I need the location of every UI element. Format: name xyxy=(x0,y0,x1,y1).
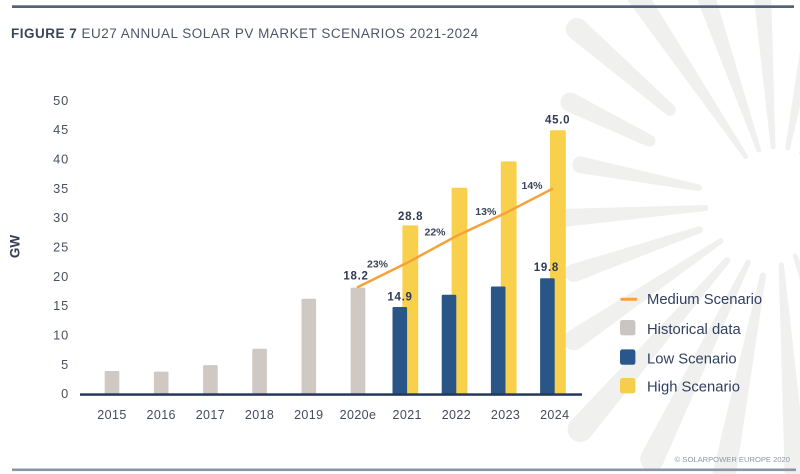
svg-text:45: 45 xyxy=(53,122,69,137)
svg-text:15: 15 xyxy=(53,298,69,313)
svg-text:2017: 2017 xyxy=(196,408,225,422)
svg-text:GW: GW xyxy=(8,235,23,259)
svg-text:FIGURE 7 EU27 ANNUAL SOLAR PV: FIGURE 7 EU27 ANNUAL SOLAR PV MARKET SCE… xyxy=(11,26,479,41)
svg-text:20: 20 xyxy=(53,269,69,284)
svg-text:35: 35 xyxy=(53,181,69,196)
svg-text:19.8: 19.8 xyxy=(534,262,559,274)
svg-text:Historical data: Historical data xyxy=(647,322,742,338)
svg-text:2015: 2015 xyxy=(97,408,126,422)
svg-text:Low Scenario: Low Scenario xyxy=(647,351,737,367)
svg-text:© SOLARPOWER EUROPE 2020: © SOLARPOWER EUROPE 2020 xyxy=(675,455,790,464)
svg-text:2020e: 2020e xyxy=(340,408,377,422)
svg-text:2016: 2016 xyxy=(146,408,175,422)
svg-text:2018: 2018 xyxy=(245,408,274,422)
svg-text:2023: 2023 xyxy=(491,408,520,422)
svg-text:25: 25 xyxy=(53,240,69,255)
svg-text:5: 5 xyxy=(61,357,69,372)
svg-text:18.2: 18.2 xyxy=(343,271,368,283)
svg-text:40: 40 xyxy=(53,152,69,167)
svg-text:28.8: 28.8 xyxy=(398,211,423,223)
svg-text:2019: 2019 xyxy=(294,408,323,422)
svg-text:45.0: 45.0 xyxy=(545,114,570,126)
svg-text:14%: 14% xyxy=(521,180,543,192)
svg-text:23%: 23% xyxy=(367,258,389,270)
svg-text:22%: 22% xyxy=(424,226,446,238)
svg-text:30: 30 xyxy=(53,210,69,225)
svg-text:2021: 2021 xyxy=(392,408,421,422)
svg-text:2024: 2024 xyxy=(540,408,569,422)
svg-text:10: 10 xyxy=(53,328,69,343)
svg-text:50: 50 xyxy=(53,93,69,108)
svg-text:High Scenario: High Scenario xyxy=(647,380,740,396)
svg-text:13%: 13% xyxy=(475,206,497,218)
svg-text:0: 0 xyxy=(61,386,69,401)
svg-text:Medium Scenario: Medium Scenario xyxy=(647,292,762,308)
svg-text:2022: 2022 xyxy=(442,408,471,422)
svg-text:14.9: 14.9 xyxy=(387,291,412,303)
